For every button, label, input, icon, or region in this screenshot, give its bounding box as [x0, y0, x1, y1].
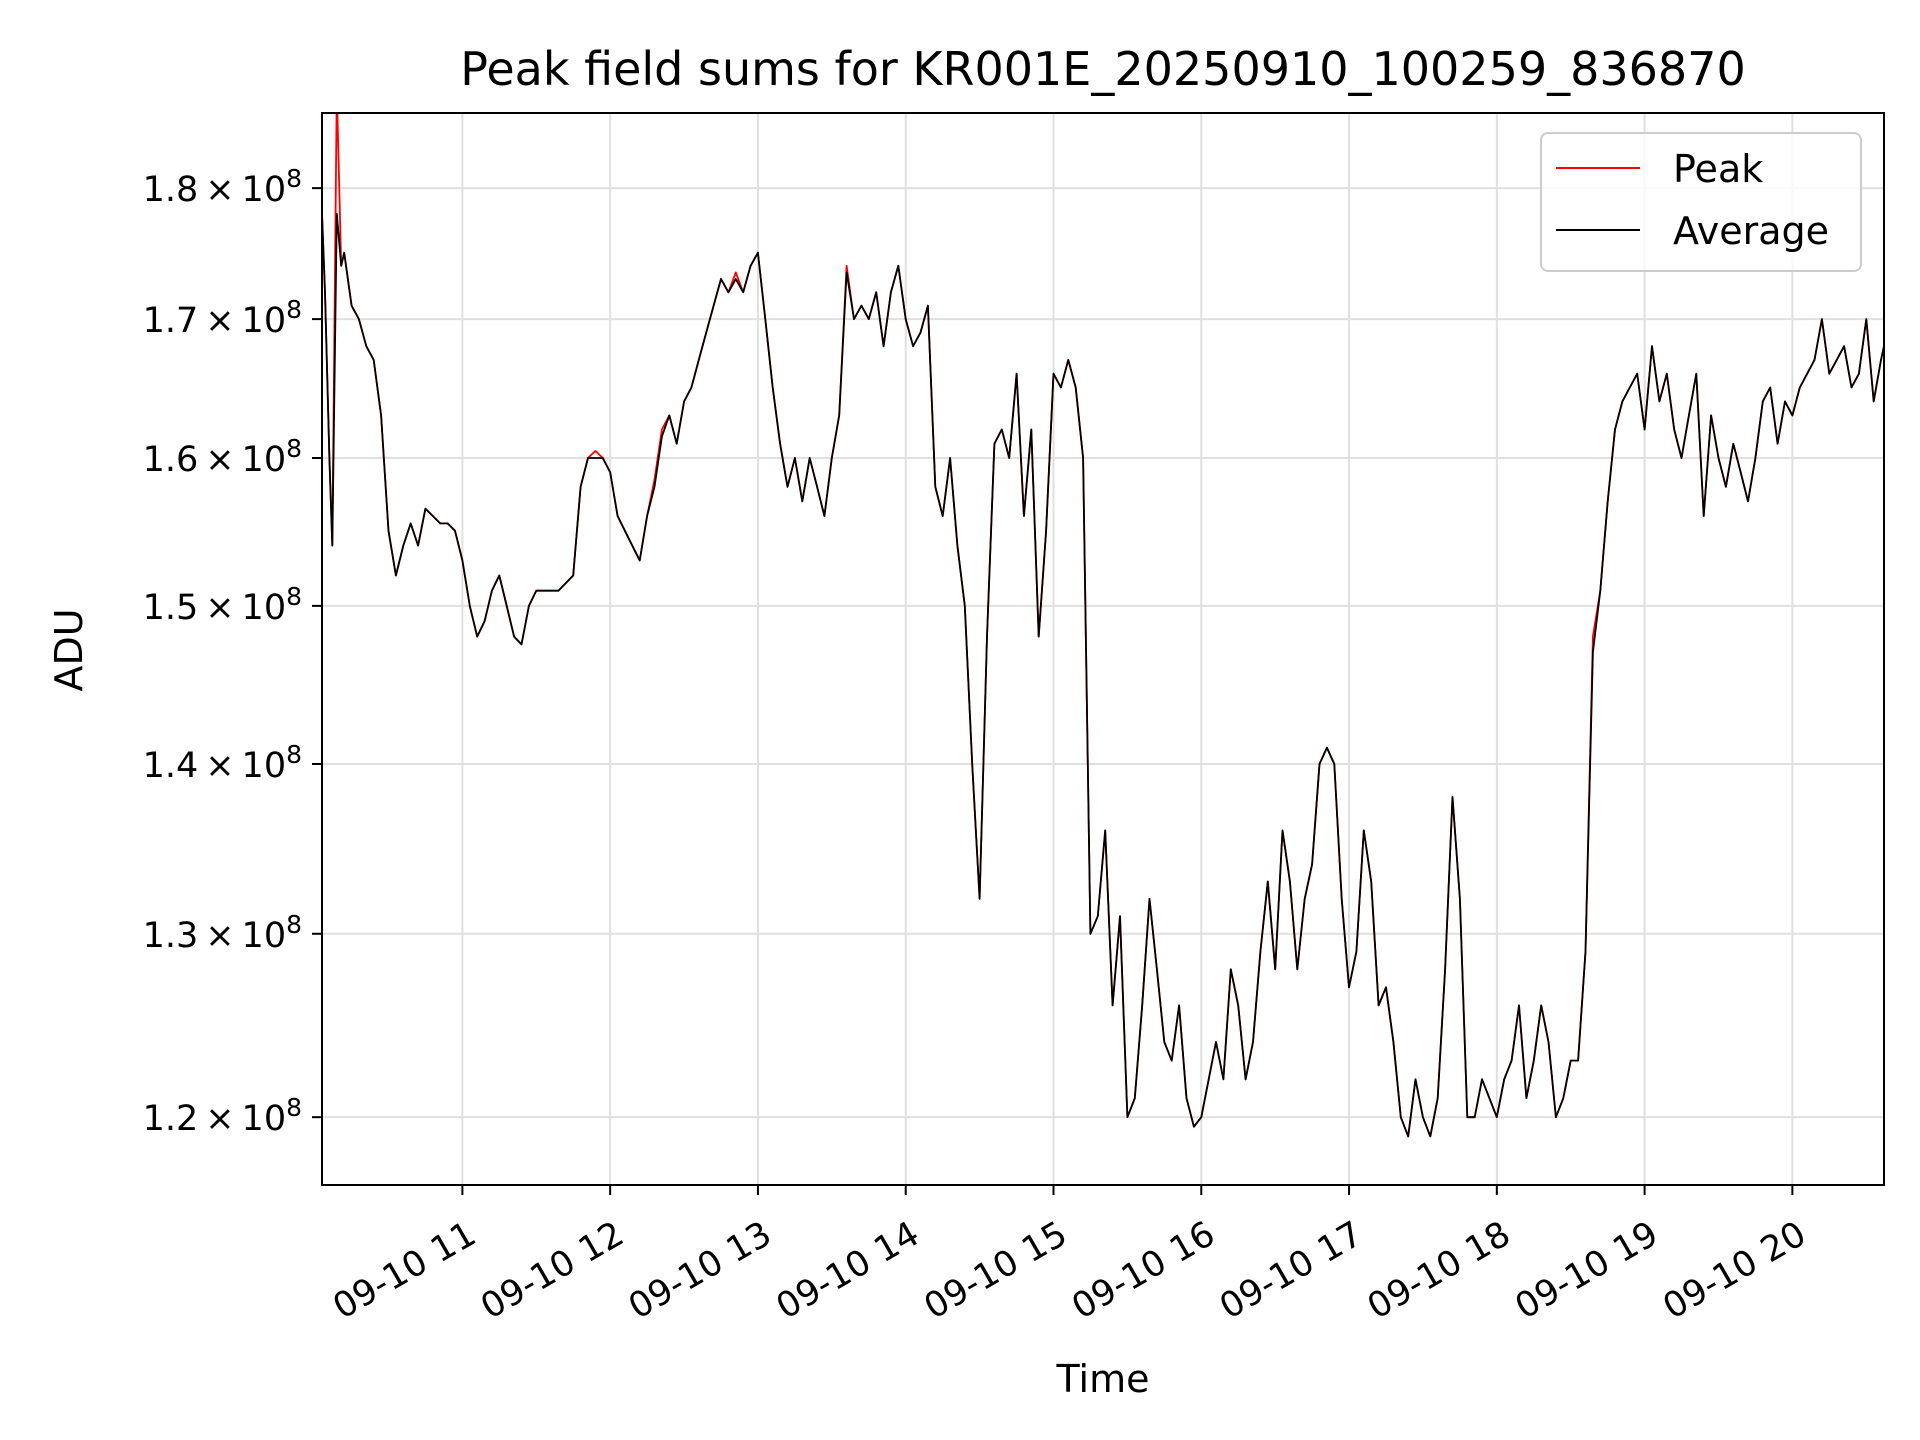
legend-peak-label: Peak — [1673, 147, 1763, 191]
y-tick-label: 1.8 × 108 — [143, 164, 302, 210]
series-layer — [322, 113, 1884, 1138]
y-tick-label: 1.3 × 108 — [143, 910, 302, 956]
grid — [322, 113, 1884, 1185]
x-axis-label: Time — [1056, 1357, 1150, 1401]
y-tick-label: 1.6 × 108 — [143, 434, 302, 480]
y-tick-label: 1.2 × 108 — [143, 1093, 302, 1139]
plot-area-frame — [321, 112, 1885, 1186]
legend: Peak Average — [1540, 132, 1862, 272]
y-tick-label: 1.5 × 108 — [143, 582, 302, 628]
legend-average-label: Average — [1673, 209, 1829, 253]
y-axis-ticks: 1.2 × 108 1.3 × 108 1.4 × 108 1.5 × 108 1.6 … — [143, 164, 322, 1139]
y-tick-label: 1.7 × 108 — [143, 295, 302, 341]
series-line-average — [322, 212, 1884, 1138]
y-axis-label: ADU — [47, 608, 91, 691]
chart-title: Peak field sums for KR001E_20250910_1002… — [460, 42, 1745, 96]
y-tick-label: 1.4 × 108 — [143, 740, 302, 786]
